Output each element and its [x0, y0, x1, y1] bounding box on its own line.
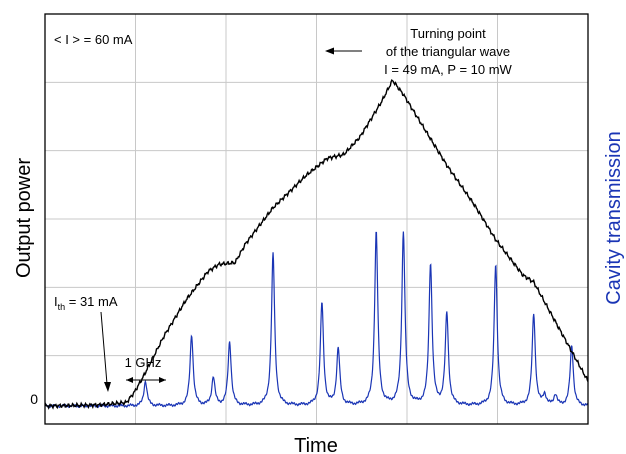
turning-point-line1: Turning point — [410, 26, 486, 41]
plot-frame — [44, 13, 589, 425]
turning-point-arrowhead — [325, 47, 334, 55]
threshold-subscript: th — [58, 302, 66, 312]
threshold-symbol: I — [54, 294, 58, 309]
threshold-annotation: Ith = 31 mA — [54, 294, 118, 312]
y-zero-label: 0 — [30, 391, 38, 407]
transmission-series-line — [45, 231, 588, 409]
x-axis-label: Time — [294, 435, 338, 454]
fsr-annotation: 1 GHz — [125, 355, 162, 370]
mean-current-annotation: < I > = 60 mA — [54, 32, 133, 47]
threshold-value: = 31 mA — [65, 294, 118, 309]
series-layer — [45, 78, 588, 410]
y-axis-label-right: Cavity transmission — [603, 131, 625, 304]
fsr-arrowhead-left — [126, 377, 133, 383]
y-axis-label-left: Output power — [13, 158, 35, 278]
threshold-arrowhead — [104, 382, 111, 392]
output-power-series-line — [45, 78, 588, 410]
threshold-arrow — [100, 311, 108, 385]
grid-lines — [45, 14, 588, 424]
turning-point-line3: I = 49 mA, P = 10 mW — [384, 62, 512, 77]
turning-point-line2: of the triangular wave — [386, 44, 510, 59]
fsr-arrowhead-right — [159, 377, 166, 383]
